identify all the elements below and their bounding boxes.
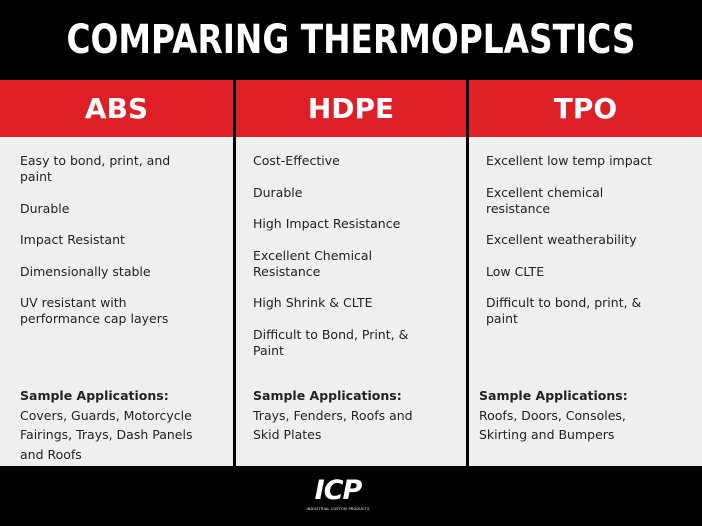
feature: Low CLTE xyxy=(486,263,545,279)
column-header: TPO xyxy=(469,80,702,137)
feature: Dimensionally stable xyxy=(20,263,151,279)
sample-applications: Sample Applications: Covers, Guards, Mot… xyxy=(20,386,200,464)
logo-mark: ICP xyxy=(314,475,363,506)
feature: High Shrink & CLTE xyxy=(253,295,373,310)
feature: Cost-Effective xyxy=(253,153,340,168)
feature-list: Cost-Effective Durable High Impact Resista… xyxy=(236,137,428,359)
feature: Excellent Chemical Resistance xyxy=(253,247,373,279)
sample-applications: Sample Applications: Roofs, Doors, Conso… xyxy=(479,386,659,445)
feature-list: Excellent low temp impact Excellent chemi… xyxy=(469,137,661,327)
feature: Easy to bond, print, and paint xyxy=(20,153,171,184)
feature: Durable xyxy=(253,184,303,200)
title: COMPARING THERMOPLASTICS xyxy=(66,17,636,63)
applications-text: Covers, Guards, Motorcycle Fairings, Tra… xyxy=(20,407,193,462)
column: ABS Easy to bond, print, and paint Durable… xyxy=(0,80,233,466)
logo-caption: INDUSTRIAL CUSTOM PRODUCTS xyxy=(306,507,370,511)
column: HDPE Cost-Effective Durable High Impact Res… xyxy=(236,80,466,466)
logo: ICP INDUSTRIAL CUSTOM PRODUCTS xyxy=(302,476,374,518)
column: TPO Excellent low temp impact Excellent ch… xyxy=(469,80,702,466)
feature-list: Easy to bond, print, and paint Durable Imp… xyxy=(0,137,195,327)
feature: Difficult to bond, print, & paint xyxy=(486,295,642,326)
column-header: HDPE xyxy=(236,80,466,137)
applications-text: Trays, Fenders, Roofs and Skid Plates xyxy=(253,407,413,443)
feature: High Impact Resistance xyxy=(253,216,401,231)
feature: Impact Resistant xyxy=(20,232,125,247)
feature: Durable xyxy=(20,200,70,216)
feature: Excellent chemical resistance xyxy=(486,184,604,216)
applications-label: Sample Applications: xyxy=(253,388,402,403)
applications-label: Sample Applications: xyxy=(479,388,628,403)
sample-applications: Sample Applications: Trays, Fenders, Roo… xyxy=(253,386,433,445)
feature: UV resistant with performance cap layers xyxy=(20,295,169,326)
applications-label: Sample Applications: xyxy=(20,388,169,403)
feature: Excellent low temp impact xyxy=(486,153,653,168)
feature: Difficult to Bond, Print, & Paint xyxy=(253,326,409,358)
column-header: ABS xyxy=(0,80,233,137)
applications-text: Roofs, Doors, Consoles, Skirting and Bum… xyxy=(479,407,626,443)
feature: Excellent weatherability xyxy=(486,232,637,247)
